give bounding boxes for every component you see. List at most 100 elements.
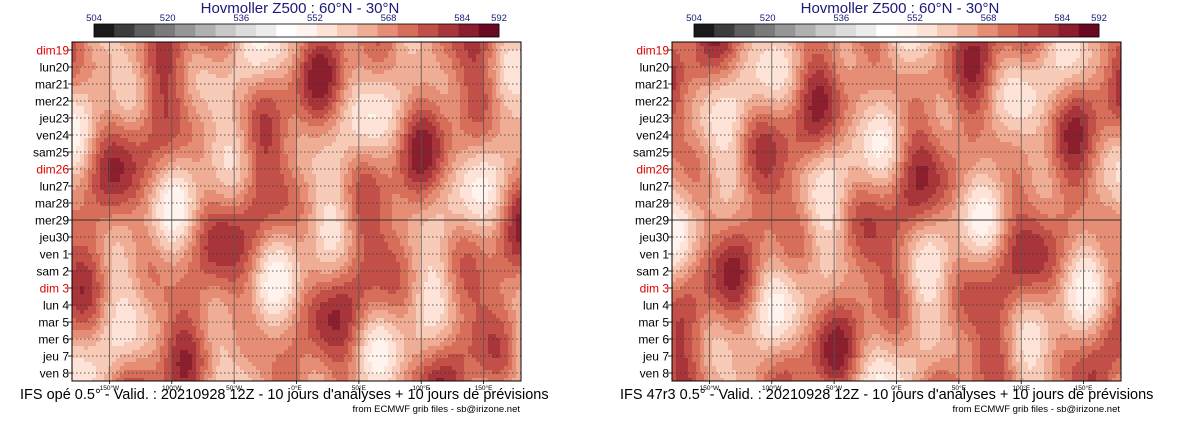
field-cell bbox=[72, 142, 77, 147]
field-cell bbox=[244, 166, 249, 171]
field-cell bbox=[160, 66, 165, 71]
field-cell bbox=[288, 154, 293, 159]
field-cell bbox=[488, 174, 493, 179]
field-cell bbox=[132, 78, 137, 83]
field-cell bbox=[364, 190, 369, 195]
field-cell bbox=[348, 118, 353, 123]
field-cell bbox=[284, 206, 289, 211]
field-cell bbox=[276, 170, 281, 175]
field-cell bbox=[172, 126, 177, 131]
field-cell bbox=[504, 90, 509, 95]
field-cell bbox=[324, 162, 329, 167]
field-cell bbox=[272, 54, 277, 59]
field-cell bbox=[128, 182, 133, 187]
field-cell bbox=[92, 150, 97, 155]
field-cell bbox=[300, 146, 305, 151]
field-cell bbox=[112, 194, 117, 199]
field-cell bbox=[164, 66, 169, 71]
field-cell bbox=[316, 118, 321, 123]
field-cell bbox=[356, 170, 361, 175]
field-cell bbox=[188, 94, 193, 99]
field-cell bbox=[380, 146, 385, 151]
field-cell bbox=[340, 118, 345, 123]
field-cell bbox=[244, 114, 249, 119]
field-cell bbox=[220, 122, 225, 127]
field-cell bbox=[516, 118, 521, 123]
field-cell bbox=[420, 66, 425, 71]
field-cell bbox=[244, 46, 249, 51]
field-cell bbox=[456, 202, 461, 207]
field-cell bbox=[292, 102, 297, 107]
field-cell bbox=[216, 74, 221, 79]
field-cell bbox=[292, 114, 297, 119]
field-cell bbox=[384, 214, 389, 219]
field-cell bbox=[380, 46, 385, 51]
field-cell bbox=[276, 126, 281, 131]
field-cell bbox=[196, 210, 201, 215]
field-cell bbox=[172, 70, 177, 75]
field-cell bbox=[432, 98, 437, 103]
field-cell bbox=[184, 190, 189, 195]
field-cell bbox=[448, 110, 453, 115]
field-cell bbox=[420, 114, 425, 119]
field-cell bbox=[432, 102, 437, 107]
field-cell bbox=[276, 162, 281, 167]
field-cell bbox=[472, 86, 477, 91]
field-cell bbox=[340, 94, 345, 99]
field-cell bbox=[516, 54, 521, 59]
field-cell bbox=[244, 78, 249, 83]
field-cell bbox=[212, 54, 217, 59]
field-cell bbox=[472, 78, 477, 83]
field-cell bbox=[132, 134, 137, 139]
field-cell bbox=[496, 114, 501, 119]
field-cell bbox=[152, 102, 157, 107]
field-cell bbox=[452, 66, 457, 71]
field-cell bbox=[368, 130, 373, 135]
field-cell bbox=[180, 62, 185, 67]
field-cell bbox=[228, 82, 233, 87]
field-cell bbox=[400, 54, 405, 59]
field-cell bbox=[488, 86, 493, 91]
field-cell bbox=[212, 90, 217, 95]
field-cell bbox=[208, 138, 213, 143]
field-cell bbox=[400, 114, 405, 119]
field-cell bbox=[304, 130, 309, 135]
field-cell bbox=[96, 66, 101, 71]
field-cell bbox=[292, 54, 297, 59]
field-cell bbox=[244, 194, 249, 199]
field-cell bbox=[516, 82, 521, 87]
field-cell bbox=[80, 126, 85, 131]
field-cell bbox=[348, 134, 353, 139]
field-cell bbox=[488, 78, 493, 83]
field-cell bbox=[460, 170, 465, 175]
field-cell bbox=[180, 98, 185, 103]
field-cell bbox=[112, 54, 117, 59]
field-cell bbox=[116, 202, 121, 207]
field-cell bbox=[192, 58, 197, 63]
field-cell bbox=[356, 74, 361, 79]
field-cell bbox=[240, 110, 245, 115]
field-cell bbox=[96, 78, 101, 83]
field-cell bbox=[368, 146, 373, 151]
field-cell bbox=[340, 170, 345, 175]
field-cell bbox=[496, 214, 501, 219]
field-cell bbox=[468, 206, 473, 211]
field-cell bbox=[296, 162, 301, 167]
field-cell bbox=[76, 46, 81, 51]
field-cell bbox=[432, 206, 437, 211]
field-cell bbox=[292, 130, 297, 135]
field-cell bbox=[360, 106, 365, 111]
field-cell bbox=[196, 58, 201, 63]
field-cell bbox=[248, 114, 253, 119]
field-cell bbox=[192, 106, 197, 111]
field-cell bbox=[444, 138, 449, 143]
colorbar-tick-label: 552 bbox=[307, 13, 323, 24]
field-cell bbox=[180, 198, 185, 203]
field-cell bbox=[192, 50, 197, 55]
field-cell bbox=[480, 182, 485, 187]
field-cell bbox=[120, 46, 125, 51]
field-cell bbox=[348, 142, 353, 147]
field-cell bbox=[344, 210, 349, 215]
field-cell bbox=[308, 166, 313, 171]
field-cell bbox=[332, 182, 337, 187]
